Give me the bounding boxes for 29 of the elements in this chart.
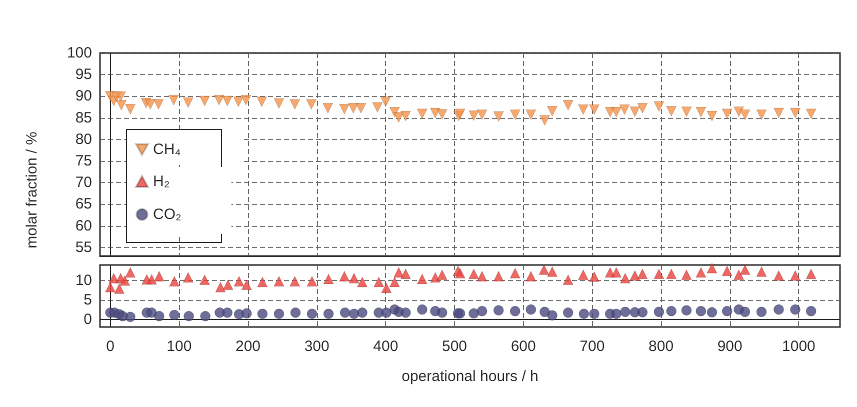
x-tick-label: 100 (166, 338, 192, 355)
legend-label: CH₄ (153, 141, 181, 158)
x-tick-label: 800 (648, 338, 674, 355)
x-tick-label: 900 (717, 338, 742, 355)
y-tick-label: 100 (66, 44, 92, 62)
legend-label: CO₂ (153, 206, 182, 223)
x-tick-label: 0 (106, 338, 114, 355)
y-tick-label: 5 (84, 291, 92, 308)
y-tick-label: 60 (75, 217, 92, 234)
legend-label: H₂ (153, 173, 170, 190)
y-tick-label: 95 (75, 66, 92, 84)
y-tick-label: 80 (75, 130, 92, 148)
y-tick-label: 85 (75, 109, 92, 126)
y-tick-label: 65 (75, 196, 92, 213)
x-tick-label: 400 (373, 338, 398, 355)
x-tick-label: 600 (510, 338, 536, 355)
x-tick-label: 500 (442, 338, 468, 355)
y-tick-label: 70 (75, 174, 92, 192)
y-tick-label: 90 (75, 88, 92, 105)
y-tick-label: 55 (75, 238, 92, 256)
y-tick-label: 10 (75, 272, 92, 289)
x-tick-label: 300 (304, 338, 330, 355)
x-tick-label: 700 (580, 338, 605, 355)
x-tick-label: 1000 (782, 338, 816, 355)
x-axis-title: operational hours / h (402, 368, 538, 385)
y-axis-title: molar fraction / % (24, 132, 40, 248)
y-tick-label: 0 (84, 310, 92, 328)
x-tick-label: 200 (235, 338, 261, 355)
y-tick-label: 75 (75, 152, 92, 170)
